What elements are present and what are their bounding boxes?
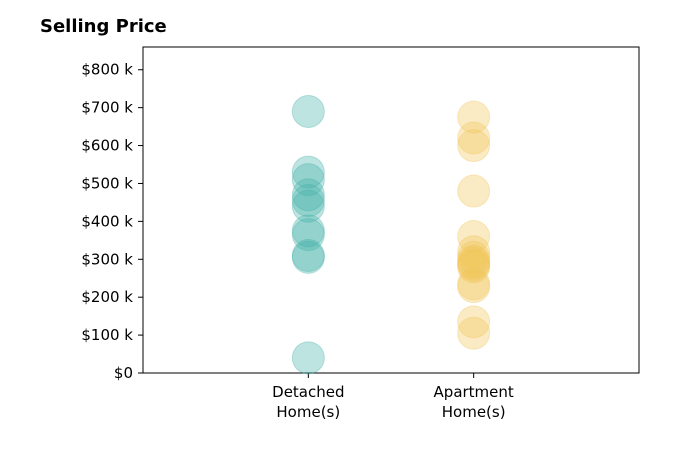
data-point (457, 244, 491, 278)
data-point (291, 178, 325, 212)
y-tick-label: $0 (114, 364, 133, 382)
y-tick-label: $500 k (81, 174, 133, 192)
x-tick-label: Detached Home(s) (272, 383, 344, 421)
data-points (291, 94, 491, 375)
data-point (291, 240, 325, 274)
data-point (291, 184, 325, 218)
y-axis: $0 $100 k $200 k $300 k $400 k $500 k $600 k $7… (81, 61, 143, 382)
data-point (457, 129, 491, 163)
data-point (291, 94, 325, 128)
data-point (457, 100, 491, 134)
data-point (291, 218, 325, 252)
y-tick-label: $100 k (81, 326, 133, 344)
data-point (457, 174, 491, 208)
plot-area (142, 46, 640, 374)
data-point (457, 240, 491, 274)
data-point (291, 214, 325, 248)
data-point (457, 235, 491, 269)
data-point (457, 248, 491, 282)
data-point (457, 220, 491, 254)
data-point (291, 163, 325, 197)
data-point (457, 246, 491, 280)
data-point (291, 155, 325, 189)
x-axis: Detached Home(s) Apartment Home(s) (272, 373, 514, 421)
x-tick-label: Apartment Home(s) (434, 383, 514, 421)
data-point (457, 267, 491, 301)
y-tick-label: $600 k (81, 137, 133, 155)
data-point (291, 238, 325, 272)
data-point (291, 341, 325, 375)
y-tick-label: $300 k (81, 250, 133, 268)
data-point (457, 305, 491, 339)
y-tick-label: $200 k (81, 288, 133, 306)
data-point (457, 121, 491, 155)
data-point (457, 270, 491, 304)
y-tick-label: $700 k (81, 99, 133, 117)
chart-title: Selling Price (40, 16, 167, 37)
data-point (457, 316, 491, 350)
data-point (291, 189, 325, 223)
y-tick-label: $800 k (81, 61, 133, 79)
y-tick-label: $400 k (81, 212, 133, 230)
data-point (457, 250, 491, 284)
